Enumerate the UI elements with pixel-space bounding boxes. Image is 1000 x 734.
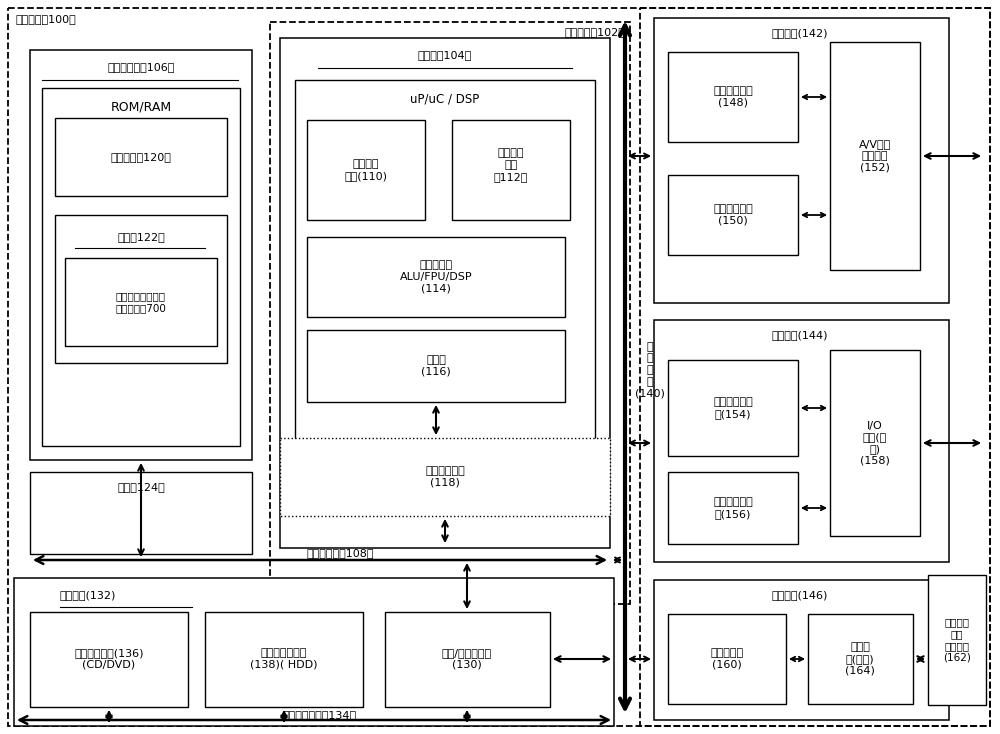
Text: 二级高速
缓存
（112）: 二级高速 缓存 （112） [494,148,528,181]
Bar [30,612,188,707]
Text: 计算设备（100）: 计算设备（100） [15,14,76,24]
Text: 一级高速
缓存(110): 一级高速 缓存(110) [344,159,388,181]
Text: 处理器核心
ALU/FPU/DSP
(114): 处理器核心 ALU/FPU/DSP (114) [400,261,472,294]
Bar [42,88,240,446]
Bar [668,360,798,456]
Text: 其他计算
设备
（多个）
(162): 其他计算 设备 （多个） (162) [943,617,971,662]
Bar [307,330,565,402]
Text: 接
口
总
线
(140): 接 口 总 线 (140) [635,342,665,399]
Bar [205,612,363,707]
Bar [668,614,786,704]
Text: 网络控制器
(160): 网络控制器 (160) [710,648,744,670]
Bar [295,80,595,475]
Text: 可移除储存器(136)
(CD/DVD): 可移除储存器(136) (CD/DVD) [74,648,144,670]
Bar [30,472,252,554]
Bar [14,578,614,726]
Bar [65,258,217,346]
Bar [668,175,798,255]
Bar [668,472,798,544]
Bar [654,580,949,720]
Text: 总线/接口控制器
(130): 总线/接口控制器 (130) [442,648,492,670]
Text: 寄存器
(116): 寄存器 (116) [421,355,451,377]
Text: 系统存储器（106）: 系统存储器（106） [107,62,175,72]
Text: 处理器（104）: 处理器（104） [418,50,472,60]
Text: 通信端
口(多个)
(164): 通信端 口(多个) (164) [845,642,875,675]
Text: 存储器总线（108）: 存储器总线（108） [306,548,374,558]
Bar [270,22,630,604]
Bar [654,18,949,303]
Bar [30,50,252,460]
Text: I/O
端口(多
个)
(158): I/O 端口(多 个) (158) [860,421,890,465]
Bar [385,612,550,707]
Bar [55,215,227,363]
Bar [280,38,610,548]
Bar [640,8,990,726]
Text: 存储器控制器
(118): 存储器控制器 (118) [425,466,465,488]
Text: 基本配置（102）: 基本配置（102） [564,27,625,37]
Bar [280,438,610,516]
Text: 应用（122）: 应用（122） [117,232,165,242]
Bar [307,120,425,220]
Text: 不可移除储存器
(138)( HDD): 不可移除储存器 (138)( HDD) [250,648,318,670]
Text: 并行接口控制
器(156): 并行接口控制 器(156) [713,497,753,519]
Text: 储存设备(132): 储存设备(132) [60,590,116,600]
Text: uP/uC / DSP: uP/uC / DSP [410,93,480,106]
Text: 图像处理单元
(148): 图像处理单元 (148) [713,86,753,108]
Bar [808,614,913,704]
Text: 操作系统（120）: 操作系统（120） [111,152,171,162]
Text: A/V端口
（多个）
(152): A/V端口 （多个） (152) [859,139,891,172]
Text: 串行接口控制
器(154): 串行接口控制 器(154) [713,397,753,419]
Bar [307,237,565,317]
Text: 储存接口总线（134）: 储存接口总线（134） [283,710,357,720]
Bar [654,320,949,562]
Text: 输出设备(142): 输出设备(142) [772,28,828,38]
Text: 音频处理单元
(150): 音频处理单元 (150) [713,204,753,226]
Text: ROM/RAM: ROM/RAM [110,100,172,113]
Text: 通信设备(146): 通信设备(146) [772,590,828,600]
Bar [830,42,920,270]
Bar [55,118,227,196]
Text: 外围接口(144): 外围接口(144) [772,330,828,340]
Text: 基于人脸网格的缩
小鼻翼装置700: 基于人脸网格的缩 小鼻翼装置700 [116,291,166,313]
Bar [452,120,570,220]
Bar [928,575,986,705]
Bar [830,350,920,536]
Text: 数据（124）: 数据（124） [117,482,165,492]
Bar [668,52,798,142]
